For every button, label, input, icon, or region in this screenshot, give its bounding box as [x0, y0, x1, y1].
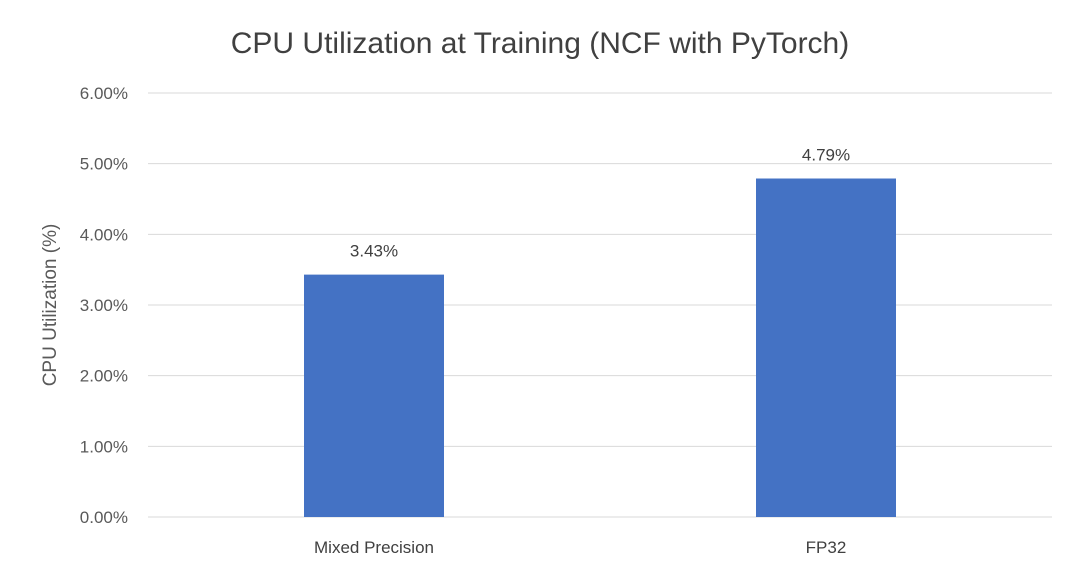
chart-title: CPU Utilization at Training (NCF with Py… [231, 27, 850, 60]
bar-fp32 [756, 178, 896, 518]
x-axis-ticks: Mixed Precision FP32 [314, 538, 846, 557]
data-label: 4.79% [802, 146, 850, 165]
y-tick-label: 5.00% [80, 155, 128, 174]
bars [304, 178, 896, 518]
data-label: 3.43% [350, 242, 398, 261]
y-axis-label: CPU Utilization (%) [40, 224, 61, 387]
y-tick-label: 0.00% [80, 508, 128, 527]
bar-mixed-precision [304, 274, 444, 517]
x-tick-label: FP32 [806, 538, 847, 557]
y-tick-label: 6.00% [80, 84, 128, 103]
y-tick-label: 2.00% [80, 367, 128, 386]
data-labels: 3.43% 4.79% [350, 146, 850, 261]
gridlines [148, 92, 1052, 518]
y-tick-label: 3.00% [80, 296, 128, 315]
y-tick-label: 4.00% [80, 225, 128, 244]
x-tick-label: Mixed Precision [314, 538, 434, 557]
y-tick-label: 1.00% [80, 437, 128, 456]
y-axis-ticks: 0.00% 1.00% 2.00% 3.00% 4.00% 5.00% 6.00% [80, 84, 128, 527]
